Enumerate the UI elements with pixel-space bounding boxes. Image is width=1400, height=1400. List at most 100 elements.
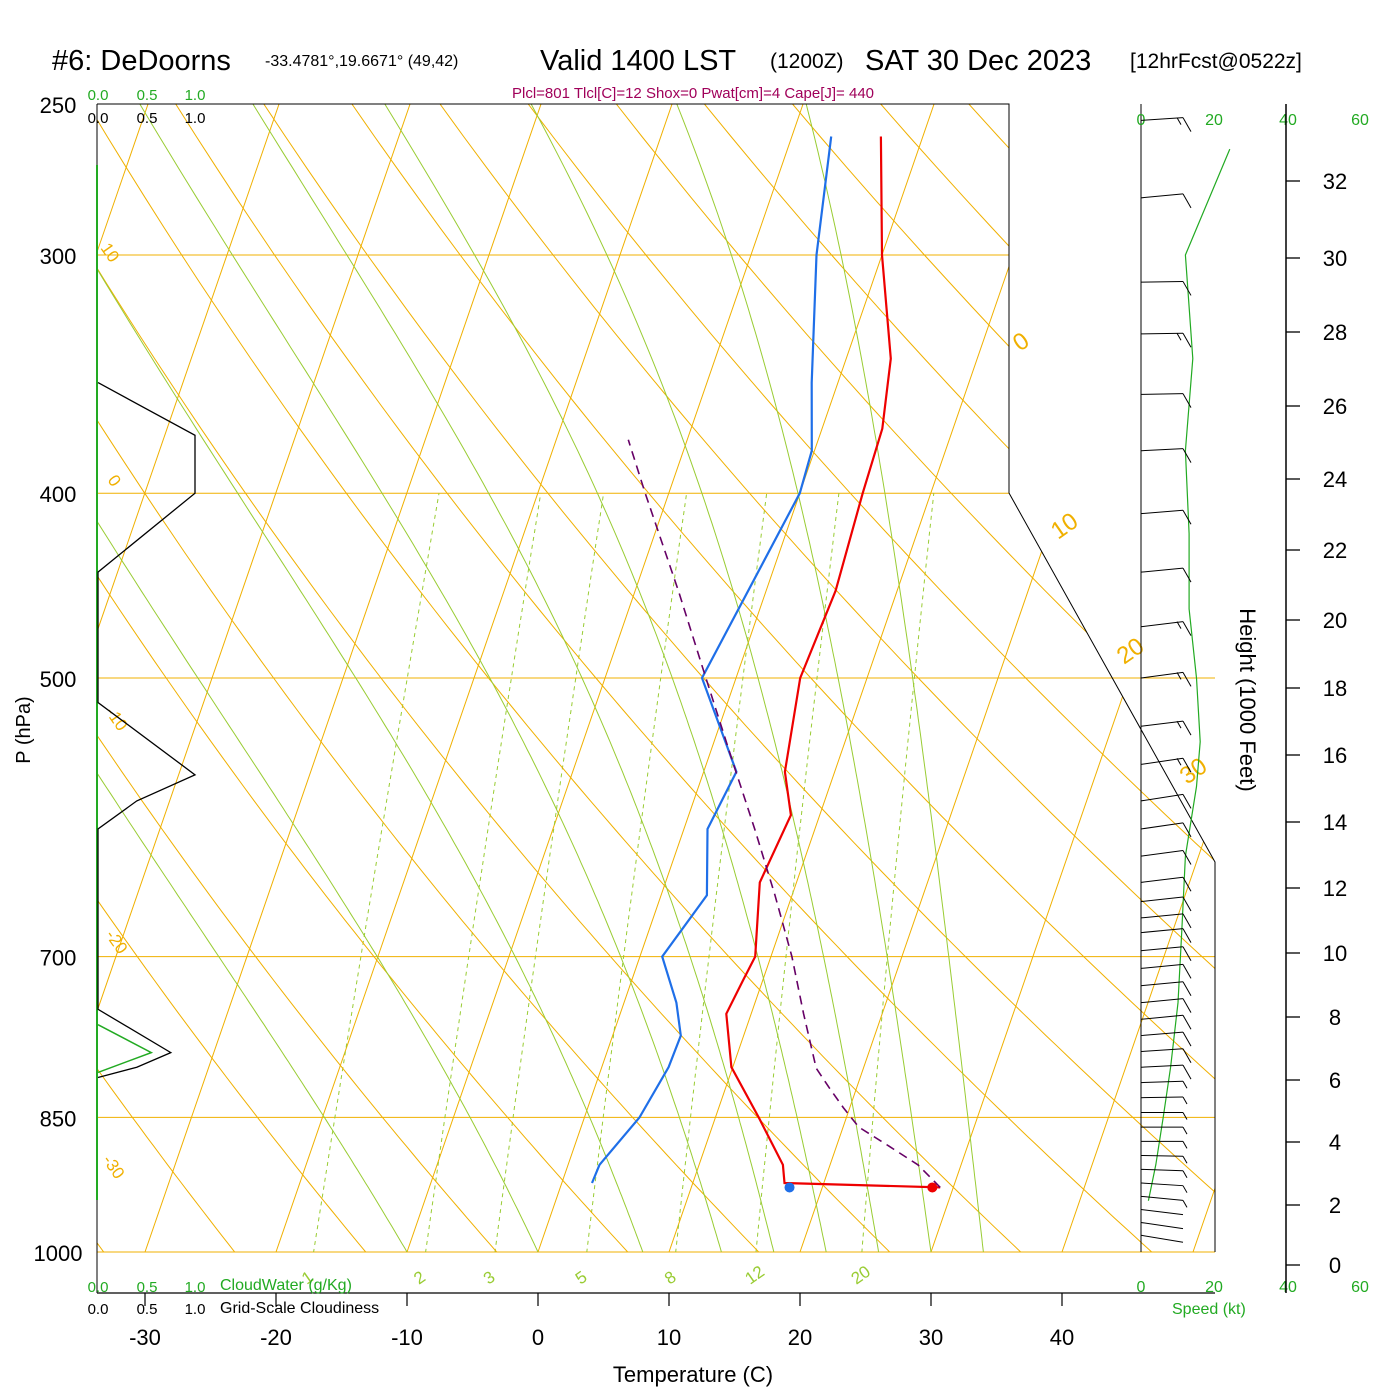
mixing-ratio-label: 20 <box>848 1262 874 1288</box>
height-axis-title: Height (1000 Feet) <box>1235 608 1260 791</box>
x-tick-label: 0 <box>532 1325 544 1350</box>
wind-barb-shaft <box>1140 509 1184 515</box>
cloudiness-scale-bottom: 1.0 <box>185 1301 206 1318</box>
height-tick-label: 26 <box>1323 394 1347 419</box>
pressure-label-500: 500 <box>40 667 77 692</box>
wind-barb-flag <box>1182 913 1192 929</box>
wind-barb-shaft <box>1140 1195 1184 1201</box>
mixing-ratio-line <box>858 493 935 1252</box>
wind-barb-flag <box>1182 896 1192 912</box>
wind-barb-flag <box>1182 117 1192 132</box>
mixing-ratio-line <box>306 493 440 1252</box>
wind-barb-flag <box>1182 850 1192 865</box>
wind-barb-shaft <box>1140 193 1184 199</box>
x-tick-label: 20 <box>788 1325 812 1350</box>
pressure-label-250: 250 <box>40 93 77 118</box>
dry-adiabat <box>154 104 1206 1252</box>
isotherm-line <box>144 104 542 1252</box>
moist-adiabat <box>97 104 408 1252</box>
speed-tick-bottom: 20 <box>1205 1279 1223 1296</box>
wind-barb-shaft <box>1140 1182 1184 1187</box>
station-coords: -33.4781°,19.6671° (49,42) <box>265 53 458 70</box>
cloudiness-profile <box>97 382 197 1079</box>
wind-barb-flag <box>1182 1048 1192 1064</box>
cloudwater-profile <box>97 1024 154 1074</box>
wind-barb-shaft <box>1140 946 1184 952</box>
mixing-ratio-label: 5 <box>572 1267 591 1288</box>
wind-barb-shaft <box>1140 1168 1184 1172</box>
wind-barb-shaft <box>1140 567 1184 573</box>
mixing-ratio-labels: 1 2 3 5 8 12 20 <box>298 1262 874 1288</box>
wind-barb-half <box>1182 1096 1188 1105</box>
isotherm-label: 0 <box>104 471 125 490</box>
pressure-label-400: 400 <box>40 482 77 507</box>
wind-barb-shaft <box>1140 981 1184 987</box>
height-tick-label: 10 <box>1323 941 1347 966</box>
dry-adiabat <box>97 104 674 1252</box>
wind-barb-shaft <box>1140 822 1184 830</box>
pressure-axis-labels: 250 300 400 500 700 850 1000 <box>34 93 83 1266</box>
mixing-ratio-label: 8 <box>661 1267 680 1288</box>
wind-barb-half <box>1182 1126 1188 1135</box>
station-title: #6: DeDoorns <box>52 45 231 77</box>
pressure-label-1000: 1000 <box>34 1241 83 1266</box>
wind-barb-flag <box>1182 510 1192 525</box>
wind-barb-half <box>1182 1155 1188 1164</box>
wind-barb-half <box>1182 1141 1188 1149</box>
isotherm-label: 10 <box>1046 507 1083 544</box>
wind-barb-half <box>1176 332 1182 341</box>
wind-barb-half <box>1176 117 1182 125</box>
isotherm-label: 0 <box>1008 327 1034 357</box>
x-tick-label: -10 <box>391 1325 423 1350</box>
wind-barb-shaft <box>1140 757 1184 765</box>
wind-barb-half <box>1176 621 1182 629</box>
wind-barb-flag <box>1182 393 1192 408</box>
surface-dewpoint-dot <box>784 1182 795 1193</box>
dry-adiabat <box>97 104 274 1252</box>
mixing-ratio-grid <box>306 493 935 1252</box>
speed-tick-bottom: 60 <box>1351 1279 1369 1296</box>
wind-barb-shaft <box>1140 621 1184 628</box>
wind-barb-flag <box>1182 822 1192 838</box>
x-tick-label: -20 <box>260 1325 292 1350</box>
moist-adiabat <box>139 104 722 1252</box>
dry-adiabat <box>589 104 1215 1252</box>
wind-barb-flag <box>1182 1031 1192 1047</box>
cloudiness-scale-bottom: 0.0 <box>88 1301 109 1318</box>
wind-barb-shaft <box>1140 1014 1184 1020</box>
wind-barb-flag <box>1182 621 1192 636</box>
speed-tick-bottom: 0 <box>1137 1279 1146 1296</box>
forecast-info: [12hrFcst@0522z] <box>1130 50 1302 73</box>
speed-tick-top: 20 <box>1205 112 1223 129</box>
wind-barb-shaft <box>1140 1209 1184 1216</box>
cloudwater-scale-bottom: 1.0 <box>185 1279 206 1296</box>
height-tick-label: 30 <box>1323 246 1347 271</box>
mixing-ratio-line <box>489 493 605 1252</box>
height-tick-label: 2 <box>1329 1193 1341 1218</box>
height-tick-label: 6 <box>1329 1068 1341 1093</box>
forecast-date: SAT 30 Dec 2023 <box>865 45 1091 77</box>
wind-barb-flag <box>1182 964 1192 979</box>
isotherm-line <box>1061 104 1215 1252</box>
isotherm-line <box>275 104 673 1252</box>
wind-barb-flag <box>1182 998 1192 1013</box>
dry-adiabat <box>97 104 807 1252</box>
height-tick-label: 8 <box>1329 1005 1341 1030</box>
cloudwater-scale-top: 1.0 <box>185 87 206 104</box>
wind-barb-flag <box>1182 1064 1192 1080</box>
wind-barb-shaft <box>1140 849 1184 857</box>
cloudiness-scale-top: 0.5 <box>137 110 158 127</box>
dry-adiabat <box>415 104 1215 1252</box>
mixing-ratio-label: 2 <box>410 1267 429 1288</box>
zulu-time: (1200Z) <box>770 50 844 73</box>
wind-barb-shaft <box>1140 1080 1184 1084</box>
sounding-traces <box>590 136 941 1193</box>
wind-barb-shaft <box>1140 1048 1184 1053</box>
wind-barb-shaft <box>1140 720 1184 727</box>
height-tick-label: 18 <box>1323 676 1347 701</box>
height-tick-label: 24 <box>1323 467 1347 492</box>
isotherm-line <box>97 104 280 1252</box>
wind-barb-shaft <box>1140 876 1184 883</box>
wind-panel: 0 0 20 20 40 40 60 60 Speed (kt) <box>1137 104 1369 1318</box>
dewpoint-trace <box>590 136 833 1184</box>
